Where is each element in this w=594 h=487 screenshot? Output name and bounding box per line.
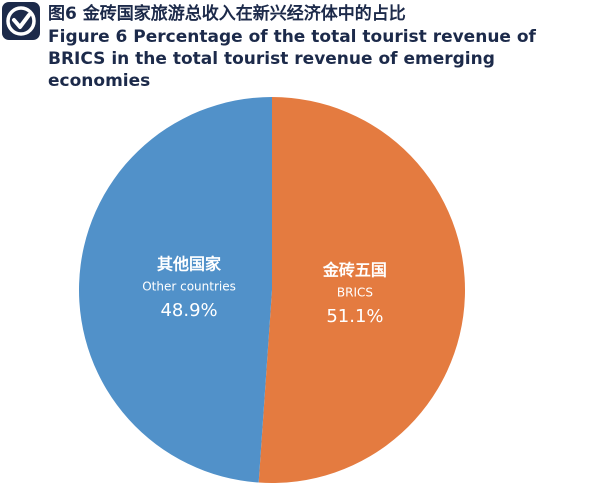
chart-title: 图6 金砖国家旅游总收入在新兴经济体中的占比 <box>48 4 406 24</box>
slice-label-en: BRICS <box>337 285 373 299</box>
value-label: 48.9% <box>160 300 217 321</box>
pie-slice <box>79 97 273 483</box>
chart-subtitle: Figure 6 Percentage of the total tourist… <box>48 27 536 91</box>
slice-label: 其他国家 <box>157 255 222 274</box>
slice-label-en: Other countries <box>142 280 236 294</box>
titles: 图6 金砖国家旅游总收入在新兴经济体中的占比 Figure 6 Percenta… <box>48 2 588 92</box>
icon-check <box>12 13 31 29</box>
icon-ring <box>6 6 36 36</box>
value-label: 51.1% <box>326 306 383 327</box>
pie-slice <box>258 97 466 483</box>
slice-label: 金砖五国 <box>322 260 387 279</box>
